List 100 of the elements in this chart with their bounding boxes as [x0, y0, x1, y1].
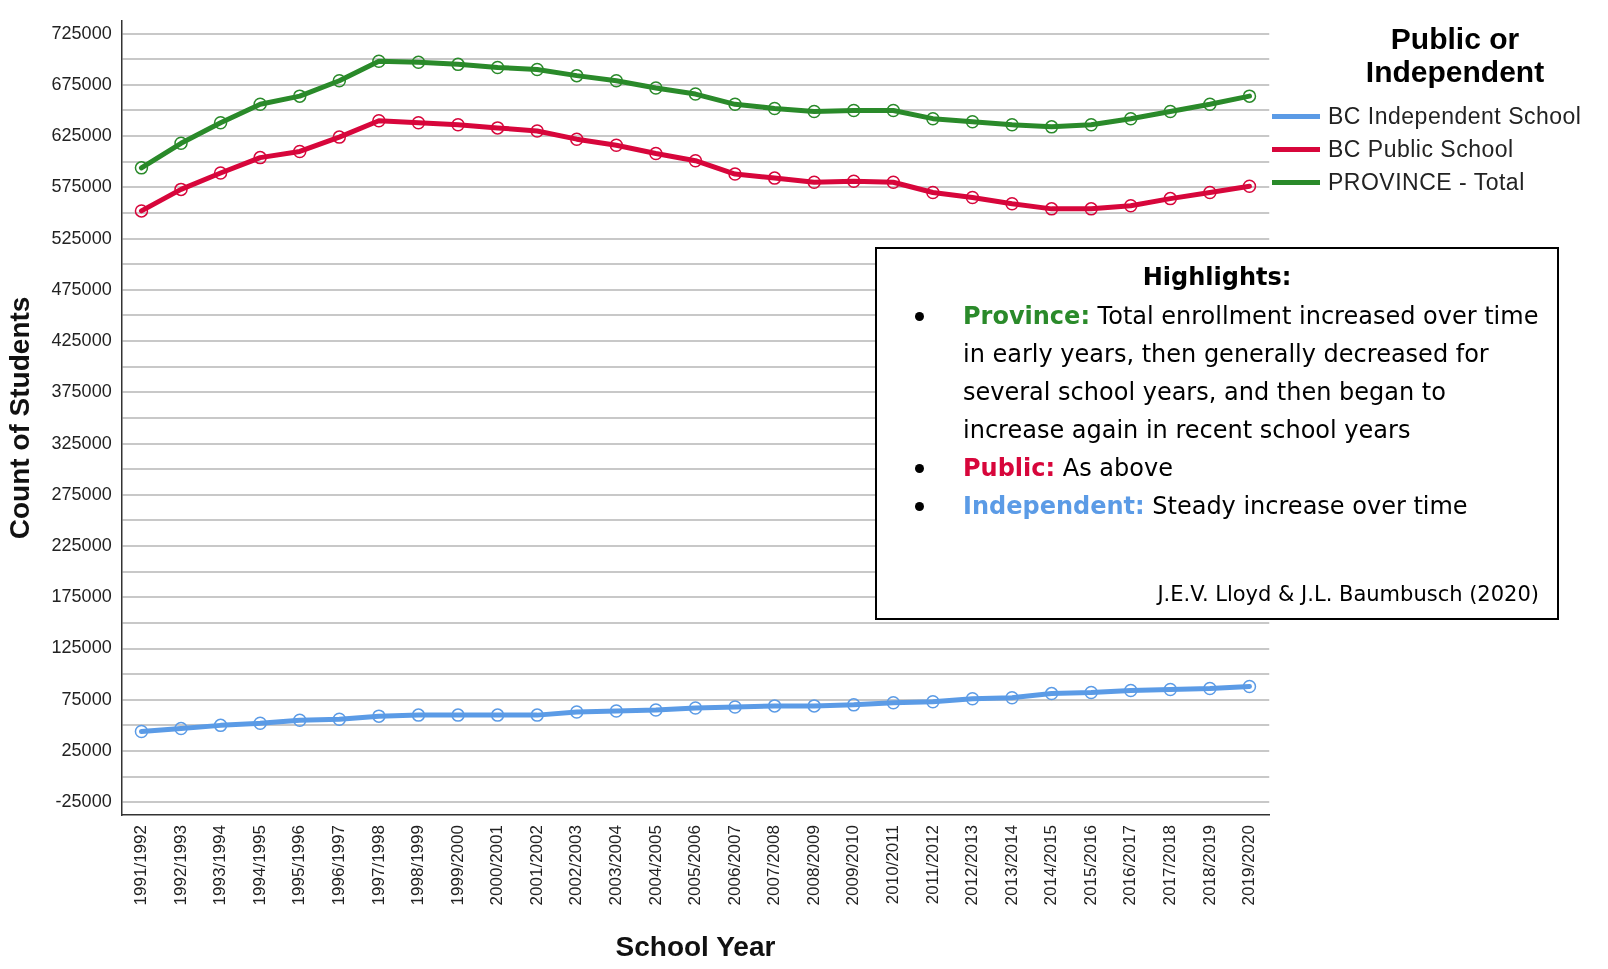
x-tick-label: 2017/2018 [1160, 825, 1180, 906]
point [213, 718, 228, 733]
x-tick-label: 2008/2009 [803, 825, 823, 906]
point [451, 118, 465, 132]
point [332, 130, 347, 144]
y-axis-title: Count of Students [3, 296, 35, 540]
y-tick-label: 725000 [51, 22, 112, 43]
x-tick-label: 2013/2014 [1001, 825, 1021, 906]
point [569, 68, 584, 83]
point [134, 204, 149, 218]
point [1084, 118, 1098, 132]
x-tick-label: 1992/1993 [170, 825, 190, 906]
x-tick-label: 1995/1996 [289, 825, 309, 906]
point [649, 146, 663, 161]
point [965, 190, 980, 205]
point [569, 132, 584, 146]
y-tick-label: 375000 [51, 381, 112, 402]
legend-label: BC Public School [1328, 136, 1514, 163]
point [1005, 118, 1019, 132]
point [886, 103, 901, 118]
x-tick-label: 2015/2016 [1080, 825, 1100, 906]
point [926, 111, 940, 126]
y-tick-label: 275000 [51, 483, 112, 504]
point [451, 708, 465, 722]
point [1084, 685, 1098, 700]
point [609, 138, 624, 153]
point [1005, 196, 1019, 211]
point [846, 103, 861, 118]
point [213, 166, 228, 180]
x-tick-label: 1999/2000 [447, 825, 467, 906]
point [609, 74, 624, 88]
point [174, 136, 188, 151]
legend-title: Public or Independent [1364, 22, 1546, 88]
annotation: J.E.V. Lloyd & J.L. Baumbusch (2020) [1157, 582, 1539, 606]
point [846, 174, 861, 188]
y-tick-label: 75000 [61, 688, 112, 709]
point [134, 161, 149, 175]
point [886, 175, 901, 189]
y-tick-label: 25000 [61, 739, 112, 760]
point [807, 104, 821, 119]
point [1124, 683, 1138, 698]
point [1044, 202, 1059, 216]
x-tick-label: 2001/2002 [526, 825, 546, 906]
x-tick-label: 1996/1997 [329, 825, 348, 906]
annotation: Public: As above [962, 453, 1174, 484]
point [292, 713, 307, 727]
x-tick-label: 2016/2017 [1120, 825, 1140, 906]
x-tick-label: 2006/2007 [724, 825, 744, 906]
point [253, 716, 267, 731]
point [1242, 679, 1257, 694]
point [490, 708, 505, 722]
x-tick-label: 2019/2020 [1239, 825, 1259, 906]
x-tick-label: 2009/2010 [843, 825, 863, 906]
point [530, 124, 544, 138]
point [1044, 686, 1059, 701]
point [1203, 681, 1217, 696]
y-tick-label: 675000 [51, 73, 112, 94]
y-tick-label: 325000 [51, 432, 112, 453]
point [530, 62, 544, 77]
point [451, 57, 465, 72]
point [1163, 191, 1178, 206]
x-tick-label: 2000/2001 [487, 825, 507, 906]
annotation: Independent: Steady increase over time [962, 491, 1469, 522]
x-tick-label: 2018/2019 [1199, 825, 1219, 906]
point [292, 89, 307, 103]
point [886, 696, 901, 710]
y-tick-label: -25000 [55, 791, 112, 812]
point [411, 708, 426, 722]
y-tick-label: 225000 [51, 534, 112, 555]
point [1005, 690, 1019, 705]
y-tick-label: 575000 [51, 176, 112, 197]
x-tick-label: 1993/1994 [210, 825, 230, 906]
x-tick-label: 1998/1999 [408, 825, 428, 906]
point [372, 113, 386, 128]
point [1084, 202, 1098, 216]
point [767, 171, 782, 185]
y-tick-label: 175000 [51, 586, 112, 607]
point [688, 701, 703, 715]
point [649, 703, 663, 717]
x-tick-label: 2004/2005 [645, 825, 665, 906]
point [728, 167, 742, 181]
point [411, 55, 426, 70]
point [807, 699, 821, 713]
point [1242, 89, 1257, 103]
point [1203, 185, 1217, 200]
point [965, 691, 980, 706]
y-tick-label: 625000 [51, 125, 112, 146]
x-tick-label: 2003/2004 [606, 825, 625, 906]
point [372, 54, 386, 69]
x-tick-label: 2014/2015 [1041, 825, 1061, 906]
point [134, 724, 149, 739]
point [609, 704, 624, 718]
x-tick-label: 2010/2011 [883, 825, 902, 905]
point [1203, 97, 1217, 112]
point [332, 74, 347, 88]
point [213, 116, 228, 130]
point [411, 116, 426, 130]
point [1124, 199, 1138, 213]
x-tick-label: 2005/2006 [685, 825, 705, 906]
x-tick-label: 1997/1998 [368, 825, 388, 906]
